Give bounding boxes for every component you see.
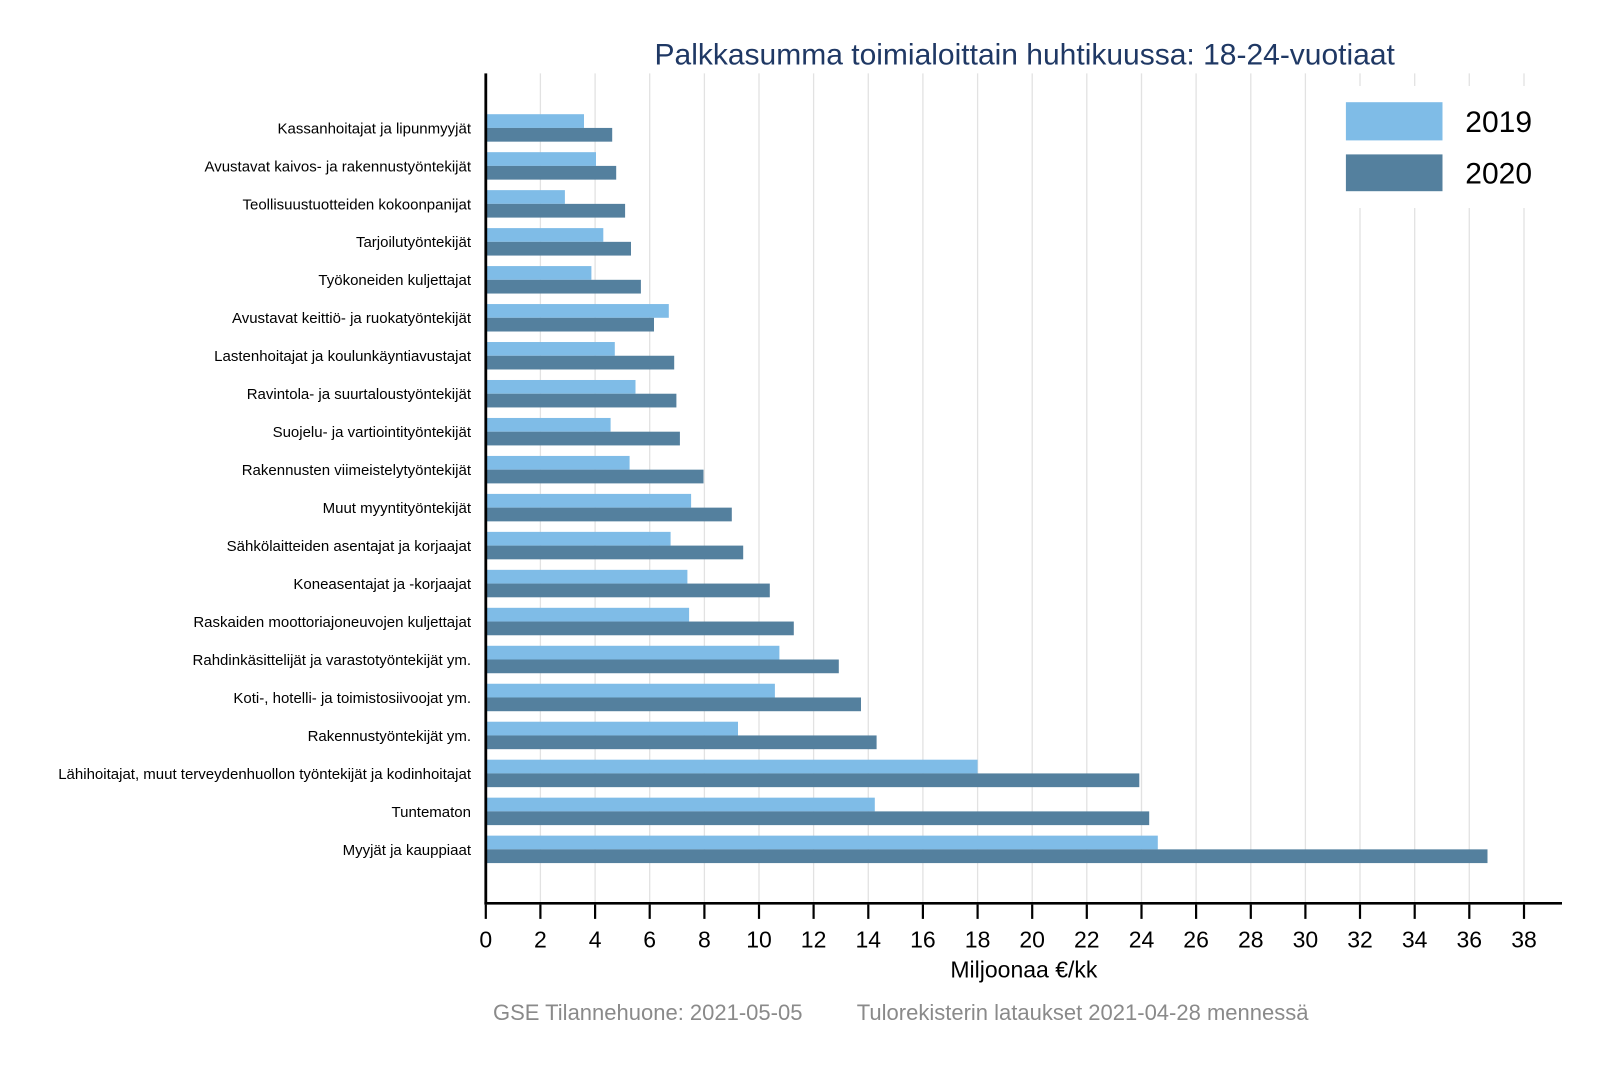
svg-text:Rahdinkäsittelijät ja varastot: Rahdinkäsittelijät ja varastotyöntekijät… — [193, 652, 471, 669]
svg-text:Myyjät ja kauppiaat: Myyjät ja kauppiaat — [343, 842, 472, 859]
svg-text:4: 4 — [589, 927, 602, 953]
svg-text:Lastenhoitajat ja koulunkäynti: Lastenhoitajat ja koulunkäyntiavustajat — [214, 348, 472, 365]
svg-text:30: 30 — [1293, 927, 1319, 953]
svg-text:Avustavat kaivos- ja rakennust: Avustavat kaivos- ja rakennustyöntekijät — [204, 158, 471, 175]
svg-text:Koneasentajat ja -korjaajat: Koneasentajat ja -korjaajat — [293, 576, 471, 593]
svg-text:Suojelu- ja vartiointityönteki: Suojelu- ja vartiointityöntekijät — [273, 424, 472, 441]
svg-text:Tuntematon: Tuntematon — [392, 804, 472, 821]
svg-text:12: 12 — [801, 927, 827, 953]
svg-text:18: 18 — [965, 927, 991, 953]
svg-text:Kassanhoitajat ja lipunmyyjät: Kassanhoitajat ja lipunmyyjät — [278, 120, 472, 137]
svg-text:20: 20 — [1019, 927, 1045, 953]
svg-text:Muut myyntityöntekijät: Muut myyntityöntekijät — [323, 500, 472, 517]
svg-text:8: 8 — [698, 927, 711, 953]
svg-text:38: 38 — [1511, 927, 1537, 953]
svg-text:32: 32 — [1347, 927, 1373, 953]
svg-text:6: 6 — [643, 927, 656, 953]
svg-text:Rakennusten viimeistelytyöntek: Rakennusten viimeistelytyöntekijät — [242, 462, 472, 479]
svg-text:Sähkölaitteiden asentajat ja k: Sähkölaitteiden asentajat ja korjaajat — [227, 538, 472, 555]
svg-text:22: 22 — [1074, 927, 1100, 953]
svg-text:Raskaiden moottoriajoneuvojen: Raskaiden moottoriajoneuvojen kuljettaja… — [193, 614, 472, 631]
svg-text:Rakennustyöntekijät ym.: Rakennustyöntekijät ym. — [308, 728, 471, 745]
svg-text:Lähihoitajat, muut terveydenhu: Lähihoitajat, muut terveydenhuollon työn… — [58, 766, 472, 783]
svg-text:Tarjoilutyöntekijät: Tarjoilutyöntekijät — [356, 234, 472, 251]
svg-text:14: 14 — [856, 927, 882, 953]
svg-text:2020: 2020 — [1465, 158, 1532, 191]
svg-text:Avustavat keittiö- ja ruokatyö: Avustavat keittiö- ja ruokatyöntekijät — [232, 310, 472, 327]
svg-text:Työkoneiden kuljettajat: Työkoneiden kuljettajat — [318, 272, 471, 289]
svg-text:28: 28 — [1238, 927, 1264, 953]
svg-text:26: 26 — [1183, 927, 1209, 953]
svg-text:2019: 2019 — [1465, 106, 1532, 139]
svg-text:16: 16 — [910, 927, 936, 953]
svg-text:GSE Tilannehuone: 2021-05-05: GSE Tilannehuone: 2021-05-05 — [493, 1000, 802, 1025]
svg-text:34: 34 — [1402, 927, 1428, 953]
svg-text:Koti-, hotelli- ja toimistosii: Koti-, hotelli- ja toimistosiivoojat ym. — [233, 690, 471, 707]
svg-text:0: 0 — [479, 927, 492, 953]
svg-text:10: 10 — [746, 927, 772, 953]
svg-text:Ravintola- ja suurtaloustyönte: Ravintola- ja suurtaloustyöntekijät — [247, 386, 472, 403]
svg-text:Palkkasumma toimialoittain huh: Palkkasumma toimialoittain huhtikuussa: … — [655, 39, 1396, 72]
svg-text:24: 24 — [1129, 927, 1155, 953]
svg-text:36: 36 — [1457, 927, 1483, 953]
svg-text:Teollisuustuotteiden kokoonpan: Teollisuustuotteiden kokoonpanijat — [243, 196, 472, 213]
svg-text:Tulorekisterin lataukset 2021-: Tulorekisterin lataukset 2021-04-28 menn… — [857, 1000, 1309, 1025]
svg-text:Miljoonaa €/kk: Miljoonaa €/kk — [950, 957, 1098, 983]
svg-text:2: 2 — [534, 927, 547, 953]
